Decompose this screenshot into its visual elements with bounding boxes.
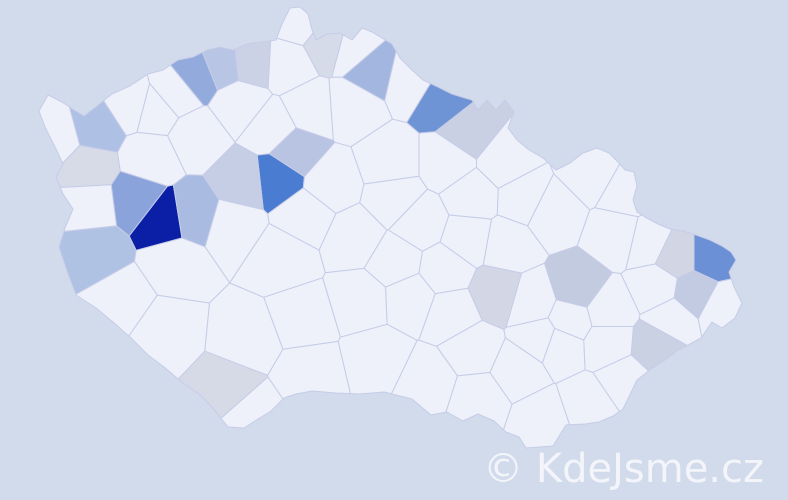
map-region[interactable] xyxy=(220,376,284,429)
map-region[interactable] xyxy=(117,131,187,187)
map-region[interactable] xyxy=(391,339,458,416)
map-region[interactable] xyxy=(267,340,351,400)
watermark-text: © KdeJsme.cz xyxy=(483,446,764,492)
map-region[interactable] xyxy=(476,113,549,189)
map-region[interactable] xyxy=(592,354,649,412)
map-region[interactable] xyxy=(697,278,743,338)
map-region[interactable] xyxy=(337,323,418,395)
map-regions-group xyxy=(38,6,743,449)
map-region[interactable] xyxy=(576,207,639,274)
